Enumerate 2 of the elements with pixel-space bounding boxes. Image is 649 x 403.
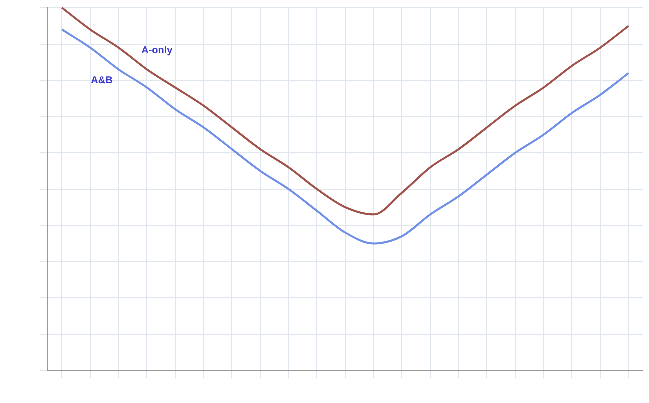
series-label: A-only [142, 46, 174, 57]
series-label: A&B [91, 76, 113, 87]
